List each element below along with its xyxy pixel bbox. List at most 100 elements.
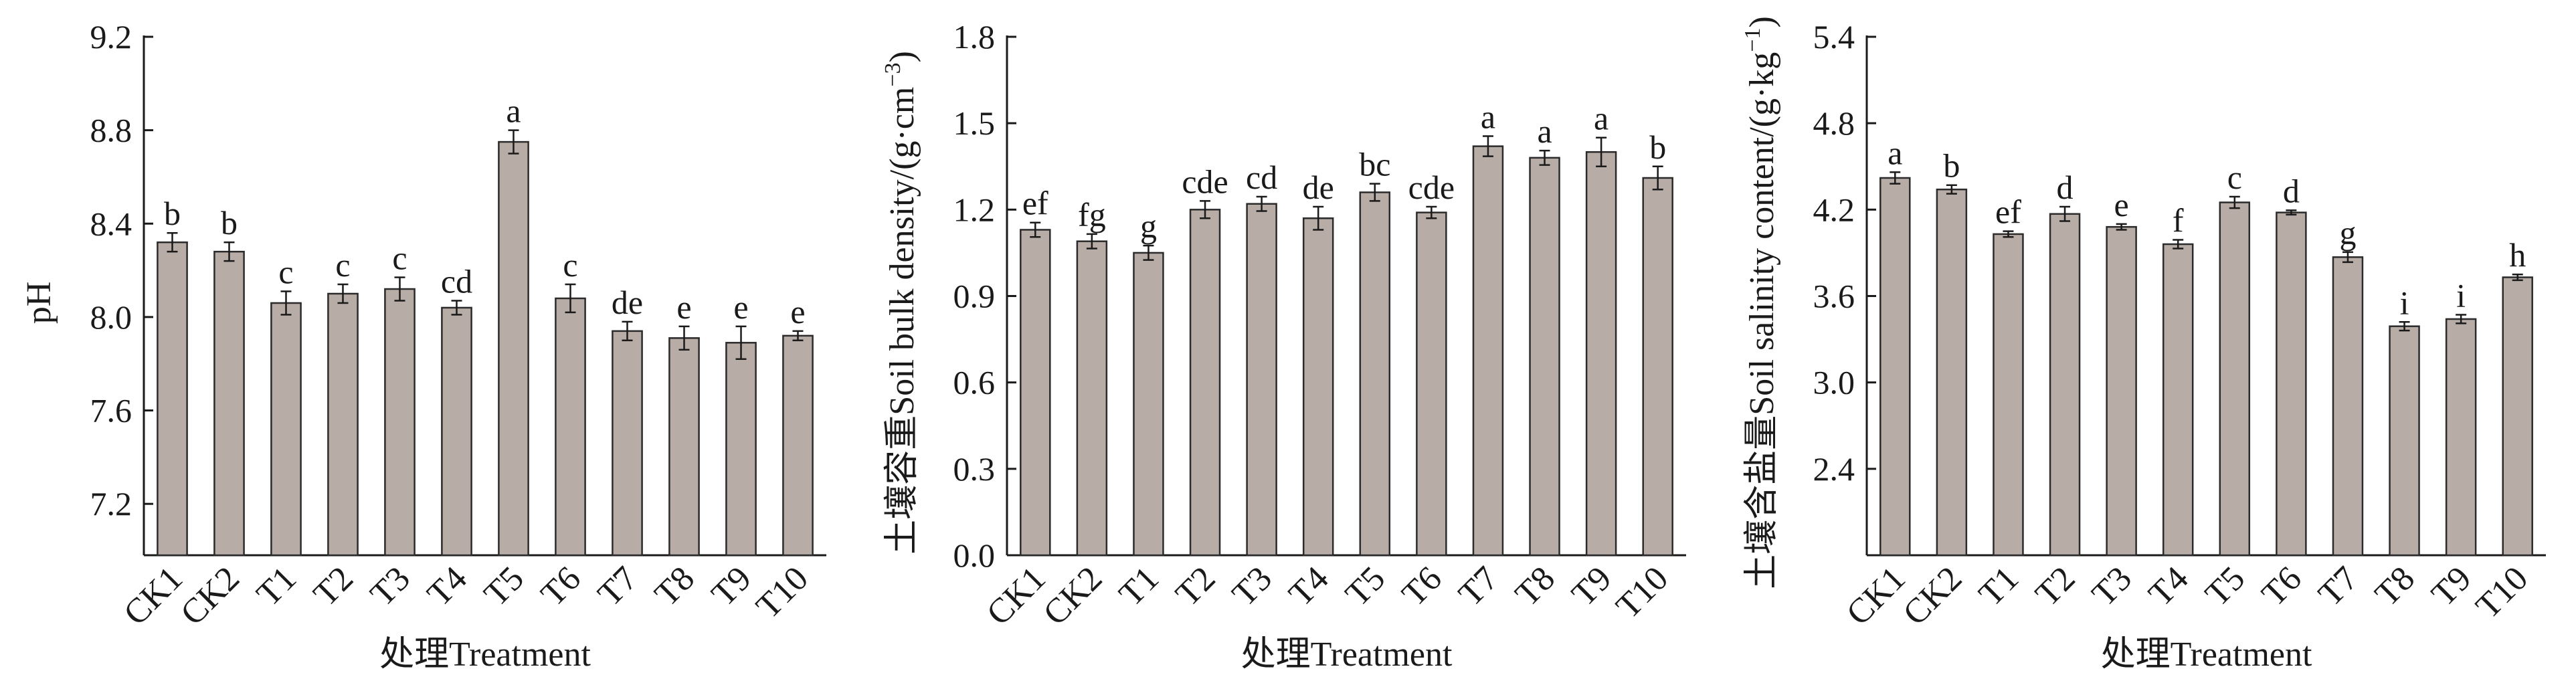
significance-letter: a <box>506 92 521 130</box>
bar <box>2106 225 2137 557</box>
significance-letter: fg <box>1078 196 1106 233</box>
category-label: T3 <box>363 559 418 613</box>
significance-letter: b <box>1943 147 1960 185</box>
significance-letter: c <box>278 254 293 291</box>
category-label: T9 <box>2424 559 2478 613</box>
bar <box>213 250 245 557</box>
bar <box>2276 211 2307 557</box>
category-label: T10 <box>2469 559 2536 626</box>
significance-letter: c <box>335 246 350 284</box>
category-label: T10 <box>1609 559 1676 626</box>
bar <box>1472 145 1504 557</box>
bar <box>327 292 359 557</box>
significance-letter: i <box>2456 276 2466 314</box>
bar <box>725 342 757 557</box>
bar <box>1529 157 1560 557</box>
category-label: T1 <box>1112 559 1166 613</box>
significance-letter: de <box>1303 169 1334 206</box>
category-label: T4 <box>420 559 474 613</box>
y-tick-label: 2.4 <box>1813 450 1855 488</box>
category-label: T5 <box>477 559 531 613</box>
category-label: T6 <box>1395 559 1449 613</box>
significance-letter: i <box>2400 284 2409 321</box>
bar <box>1020 229 1051 557</box>
y-tick-label: 5.4 <box>1813 18 1855 56</box>
significance-letter: cd <box>1246 159 1277 196</box>
significance-letter: h <box>2509 236 2526 274</box>
bar <box>1189 209 1221 557</box>
category-label: T3 <box>2085 559 2139 613</box>
bar <box>1416 211 1447 557</box>
bar <box>1133 252 1164 557</box>
chart-panel-1: 7.2 7.6 8.0 8.4 8.8 9.2 b CK1 b CK2 c T1 c T2 c T3 cd T4 a… <box>20 18 826 674</box>
significance-letter: b <box>221 204 238 241</box>
category-label: T3 <box>1225 559 1279 613</box>
bar <box>1993 233 2024 557</box>
bar <box>498 140 529 557</box>
bar <box>1879 177 1911 557</box>
y-tick-label: 0.9 <box>953 278 996 315</box>
y-tick-label: 7.2 <box>90 485 132 522</box>
category-label: T4 <box>1282 559 1336 613</box>
y-axis-title-text: Soil salinity content/(g·kg <box>1743 52 1781 415</box>
significance-letter: ef <box>1022 185 1048 222</box>
bar <box>782 334 814 557</box>
y-axis-title: 土壤含盐量Soil salinity content/(g·kg−1) <box>1740 16 1781 589</box>
category-label: T6 <box>2255 559 2309 613</box>
significance-letter: e <box>790 293 805 330</box>
significance-letter: f <box>2173 202 2184 239</box>
category-label: T9 <box>705 559 759 613</box>
significance-letter: d <box>2057 169 2074 206</box>
category-label: T9 <box>1564 559 1619 613</box>
category-label: T5 <box>1338 559 1392 613</box>
y-axis-title-text: Soil bulk density/(g·cm <box>883 87 921 415</box>
bar <box>1359 191 1391 557</box>
bar <box>1246 203 1277 557</box>
bar <box>441 306 472 557</box>
y-tick-label: 0.3 <box>953 450 996 488</box>
y-tick-label: 8.8 <box>90 112 132 149</box>
bar <box>1076 240 1108 557</box>
bar <box>384 288 416 557</box>
bar <box>1302 217 1334 557</box>
category-label: T1 <box>1972 559 2026 613</box>
category-label: CK2 <box>1896 559 1970 633</box>
y-axis-title: 土壤容重Soil bulk density/(g·cm−3) <box>881 51 921 555</box>
category-label: T8 <box>648 559 702 613</box>
bar <box>1585 151 1617 557</box>
significance-letter: a <box>1888 134 1902 171</box>
category-label: T2 <box>306 559 361 613</box>
bar <box>1936 188 1968 557</box>
significance-letter: c <box>2227 159 2242 196</box>
category-label: CK2 <box>173 559 247 633</box>
bar <box>2332 256 2364 557</box>
x-axis-title: 处理Treatment <box>2101 636 2312 674</box>
significance-letter: bc <box>1359 146 1390 183</box>
category-label: T2 <box>2028 559 2082 613</box>
y-tick-label: 3.6 <box>1813 278 1855 315</box>
category-label: T8 <box>2368 559 2422 613</box>
bar <box>2502 276 2533 557</box>
y-axis-title-sup: −1 <box>1740 28 1765 52</box>
y-tick-label: 1.2 <box>953 191 996 228</box>
x-axis-title: 处理Treatment <box>379 636 591 674</box>
category-label: T7 <box>2311 559 2365 613</box>
significance-letter: a <box>1481 98 1495 136</box>
category-label: T6 <box>534 559 588 613</box>
significance-letter: cde <box>1408 169 1455 206</box>
significance-letter: c <box>392 239 407 277</box>
bar <box>157 241 188 557</box>
significance-letter: g <box>1140 207 1157 245</box>
bar <box>1642 177 1673 557</box>
y-tick-label: 3.0 <box>1813 364 1855 401</box>
significance-letter: cd <box>441 262 472 300</box>
y-tick-label: 0.6 <box>953 364 996 401</box>
bar <box>668 337 700 557</box>
y-tick-label: 8.0 <box>90 298 132 336</box>
bar <box>270 302 302 557</box>
y-axis-title-cn: 土壤容重 <box>883 415 921 555</box>
category-label: T7 <box>591 559 645 613</box>
category-label: T2 <box>1168 559 1222 613</box>
y-axis-title: pH <box>20 282 58 324</box>
